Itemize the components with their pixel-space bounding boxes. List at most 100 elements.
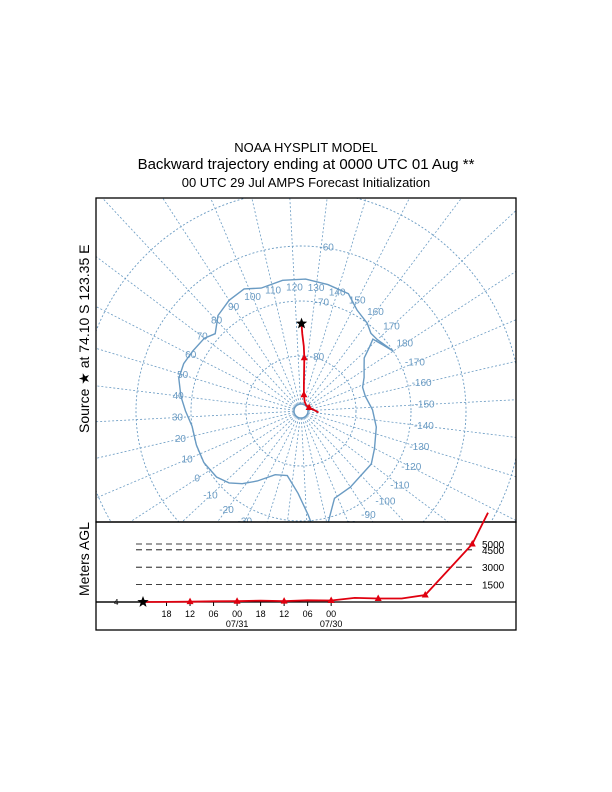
longitude-line <box>307 360 516 410</box>
longitude-label: 70 <box>197 332 209 343</box>
longitude-label: 50 <box>177 370 189 381</box>
time-tick-label: 06 <box>209 609 219 619</box>
longitude-line <box>308 411 516 438</box>
longitude-line <box>308 399 516 412</box>
time-tick-label: 18 <box>256 609 266 619</box>
longitude-label: -20 <box>219 505 234 516</box>
longitude-label: 100 <box>244 292 261 303</box>
longitude-line <box>96 306 295 409</box>
longitude-label: 120 <box>286 282 303 293</box>
longitude-label: -150 <box>415 400 435 411</box>
longitude-label: 140 <box>329 288 346 299</box>
grid-labels: -80 -70 -60 -50 -170 -160 -150 -140 -130 -120 -110… <box>172 198 435 541</box>
latitude-circle <box>245 355 357 467</box>
height-marker <box>374 594 382 602</box>
model-title: NOAA HYSPLIT MODEL <box>234 140 378 155</box>
longitude-label: 60 <box>185 350 197 361</box>
longitude-label: -160 <box>412 378 432 389</box>
longitude-line <box>96 412 295 459</box>
polar-map: -80 -70 -60 -50 -170 -160 -150 -140 -130 -120 -110… <box>96 198 516 541</box>
longitude-line <box>306 270 516 408</box>
height-marker <box>327 596 335 603</box>
height-marker <box>233 597 241 604</box>
longitude-label: 180 <box>396 339 413 350</box>
longitude-line <box>304 198 463 406</box>
date-label: 07/31 <box>226 619 249 629</box>
height-trajectory-line <box>142 512 489 603</box>
height-source-star-icon <box>137 596 149 607</box>
trajectory-marker <box>300 353 308 361</box>
latitude-label: -70 <box>315 297 330 308</box>
latitude-label: -80 <box>310 352 325 363</box>
latitude-label: -60 <box>319 243 334 254</box>
longitude-line <box>162 198 298 406</box>
height-marker <box>421 591 429 598</box>
height-marker <box>186 597 194 605</box>
time-tick-label: 18 <box>162 609 172 619</box>
height-marker <box>280 597 288 604</box>
longitude-label: 160 <box>367 307 384 318</box>
longitude-label: -130 <box>409 442 429 453</box>
longitude-label: 40 <box>173 391 185 402</box>
longitude-label: -30 <box>238 516 253 527</box>
longitude-line <box>96 410 294 423</box>
longitude-line <box>289 198 302 404</box>
latitude-circle <box>96 198 516 522</box>
longitude-label: 20 <box>175 434 187 445</box>
longitude-line <box>302 417 328 522</box>
longitude-line <box>266 417 300 522</box>
longitude-label: -140 <box>414 421 434 432</box>
longitude-label: 110 <box>265 285 281 296</box>
time-tick-label: 00 <box>326 609 336 619</box>
longitude-label: -60 <box>300 530 315 541</box>
longitude-label: -80 <box>342 520 357 531</box>
longitude-label: -40 <box>258 524 273 535</box>
longitude-label: 150 <box>349 296 366 307</box>
longitude-label: -50 <box>279 529 294 540</box>
longitude-line <box>96 413 295 499</box>
longitude-label: -120 <box>401 462 421 473</box>
longitude-line <box>96 256 296 408</box>
trajectory-marker <box>300 390 308 398</box>
longitude-label: 170 <box>383 322 400 333</box>
height-level-label: 1500 <box>482 581 505 592</box>
longitude-label: -90 <box>361 510 376 521</box>
longitude-label: 10 <box>182 454 194 465</box>
longitude-label: 30 <box>172 412 184 423</box>
time-tick-label: 12 <box>185 609 195 619</box>
longitude-line <box>129 414 296 522</box>
trajectory-marker <box>305 403 313 411</box>
longitude-line <box>303 417 349 522</box>
left-marker-label: 4 <box>114 598 119 607</box>
horizontal-trajectory <box>295 317 319 414</box>
longitude-line <box>181 415 297 522</box>
meteo-subtitle: 00 UTC 29 Jul AMPS Forecast Initializati… <box>181 175 431 190</box>
longitude-line <box>210 198 299 405</box>
trajectory-title: Backward trajectory ending at 0000 UTC 0… <box>137 156 475 173</box>
height-level-label: 4500 <box>482 546 505 557</box>
longitude-label: 90 <box>228 302 240 313</box>
lat-lon-grid <box>96 198 516 522</box>
longitude-line <box>303 198 410 405</box>
longitude-line <box>243 417 299 522</box>
height-frame <box>95 521 517 631</box>
longitude-line <box>286 418 301 522</box>
latitude-circle <box>135 245 467 522</box>
longitude-label: 130 <box>308 283 325 294</box>
longitude-line <box>306 414 449 522</box>
time-tick-label: 12 <box>279 609 289 619</box>
longitude-line <box>302 198 367 405</box>
longitude-line <box>304 416 374 522</box>
height-level-label: 5000 <box>482 540 505 551</box>
longitude-line <box>305 415 406 522</box>
time-tick-label: 06 <box>303 609 313 619</box>
latitude-circle <box>190 300 412 522</box>
longitude-line <box>216 416 298 522</box>
longitude-label: -10 <box>203 490 218 501</box>
longitude-label: 80 <box>211 315 223 326</box>
longitude-line <box>96 347 295 410</box>
longitude-label: -100 <box>375 497 395 508</box>
coastline <box>178 278 394 522</box>
